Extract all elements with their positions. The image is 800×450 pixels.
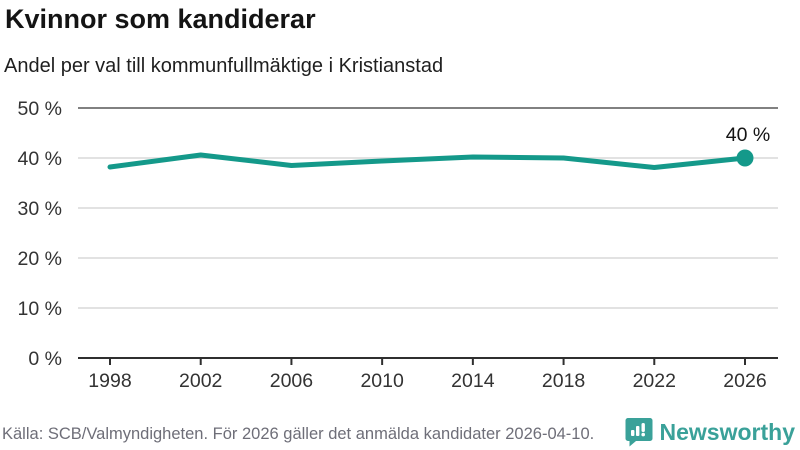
svg-text:40 %: 40 % bbox=[18, 148, 62, 170]
chart-subtitle: Andel per val till kommunfullmäktige i K… bbox=[4, 55, 444, 77]
svg-text:2010: 2010 bbox=[360, 370, 404, 392]
svg-text:50 %: 50 % bbox=[18, 98, 62, 120]
exclamation-dot bbox=[640, 432, 645, 437]
svg-text:2014: 2014 bbox=[451, 370, 495, 392]
svg-text:20 %: 20 % bbox=[18, 248, 62, 270]
newsworthy-icon bbox=[625, 418, 653, 447]
end-point-label: 40 % bbox=[726, 124, 770, 146]
brand-name: Newsworthy bbox=[659, 418, 795, 445]
svg-text:0 %: 0 % bbox=[28, 348, 62, 370]
x-axis-labels: 1998 2002 2006 2010 2014 2018 2022 2026 bbox=[88, 358, 767, 392]
svg-text:30 %: 30 % bbox=[18, 198, 62, 220]
svg-text:1998: 1998 bbox=[88, 370, 131, 392]
brand-logo: Newsworthy bbox=[625, 417, 795, 447]
bar-small bbox=[630, 430, 634, 436]
svg-text:2002: 2002 bbox=[179, 370, 222, 392]
y-axis-labels: 0 % 10 % 20 % 30 % 40 % 50 % bbox=[18, 98, 62, 370]
bar-tall bbox=[635, 426, 639, 436]
svg-text:2026: 2026 bbox=[723, 370, 766, 392]
source-note: Källa: SCB/Valmyndigheten. För 2026 gäll… bbox=[2, 425, 595, 443]
end-point-marker bbox=[736, 149, 754, 167]
gridlines bbox=[78, 107, 778, 359]
svg-text:10 %: 10 % bbox=[18, 298, 62, 320]
exclamation-stroke bbox=[641, 423, 645, 432]
chart-title: Kvinnor som kandiderar bbox=[5, 4, 316, 34]
data-line bbox=[107, 152, 748, 170]
svg-text:2018: 2018 bbox=[542, 370, 585, 392]
svg-text:2022: 2022 bbox=[633, 370, 676, 392]
svg-text:2006: 2006 bbox=[270, 370, 313, 392]
